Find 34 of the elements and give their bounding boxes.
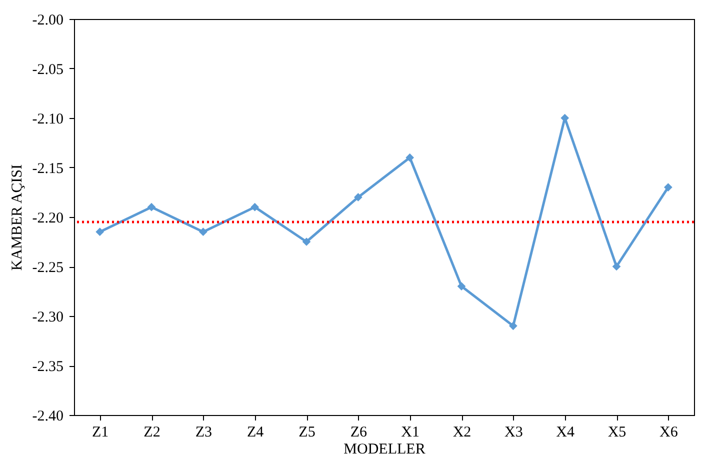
point — [406, 153, 414, 162]
y-axis-title: KAMBER AÇISI — [9, 164, 26, 271]
point — [354, 193, 362, 202]
y-tick-label: -2.25 — [32, 260, 64, 276]
point — [457, 282, 466, 290]
x-tick-label: X5 — [608, 424, 626, 440]
x-tick-label: Z4 — [246, 424, 264, 440]
x-tick-label: Z6 — [350, 424, 368, 440]
y-tick-label: -2.40 — [32, 408, 64, 424]
y-tick-label: -2.20 — [32, 210, 64, 226]
y-tick-label: -2.30 — [32, 310, 64, 326]
x-tick-label: Z5 — [298, 424, 316, 440]
y-tick-label: -2.05 — [32, 62, 64, 78]
y-tick-label: -2.15 — [32, 161, 64, 177]
point — [147, 202, 156, 212]
x-tick-label: X2 — [452, 424, 472, 440]
point — [612, 262, 621, 271]
x-tick-label: Z3 — [195, 424, 212, 440]
point — [508, 322, 518, 330]
x-axis-title: MODELLER — [344, 442, 426, 458]
x-tick-label: Z1 — [92, 424, 109, 440]
point — [250, 202, 260, 212]
y-tick-label: -2.35 — [32, 359, 64, 375]
x-tick-label: X3 — [504, 424, 523, 440]
y-tick-label: -2.10 — [32, 112, 64, 128]
point — [96, 228, 104, 236]
x-tick-label: X6 — [659, 424, 678, 440]
x-tick-label: Z2 — [144, 424, 160, 440]
point — [302, 238, 311, 246]
x-tick-label: X1 — [401, 424, 420, 440]
point — [664, 183, 672, 192]
x-tick-label: X4 — [556, 424, 575, 440]
point — [198, 228, 208, 236]
y-tick-label: -2.00 — [32, 12, 64, 28]
